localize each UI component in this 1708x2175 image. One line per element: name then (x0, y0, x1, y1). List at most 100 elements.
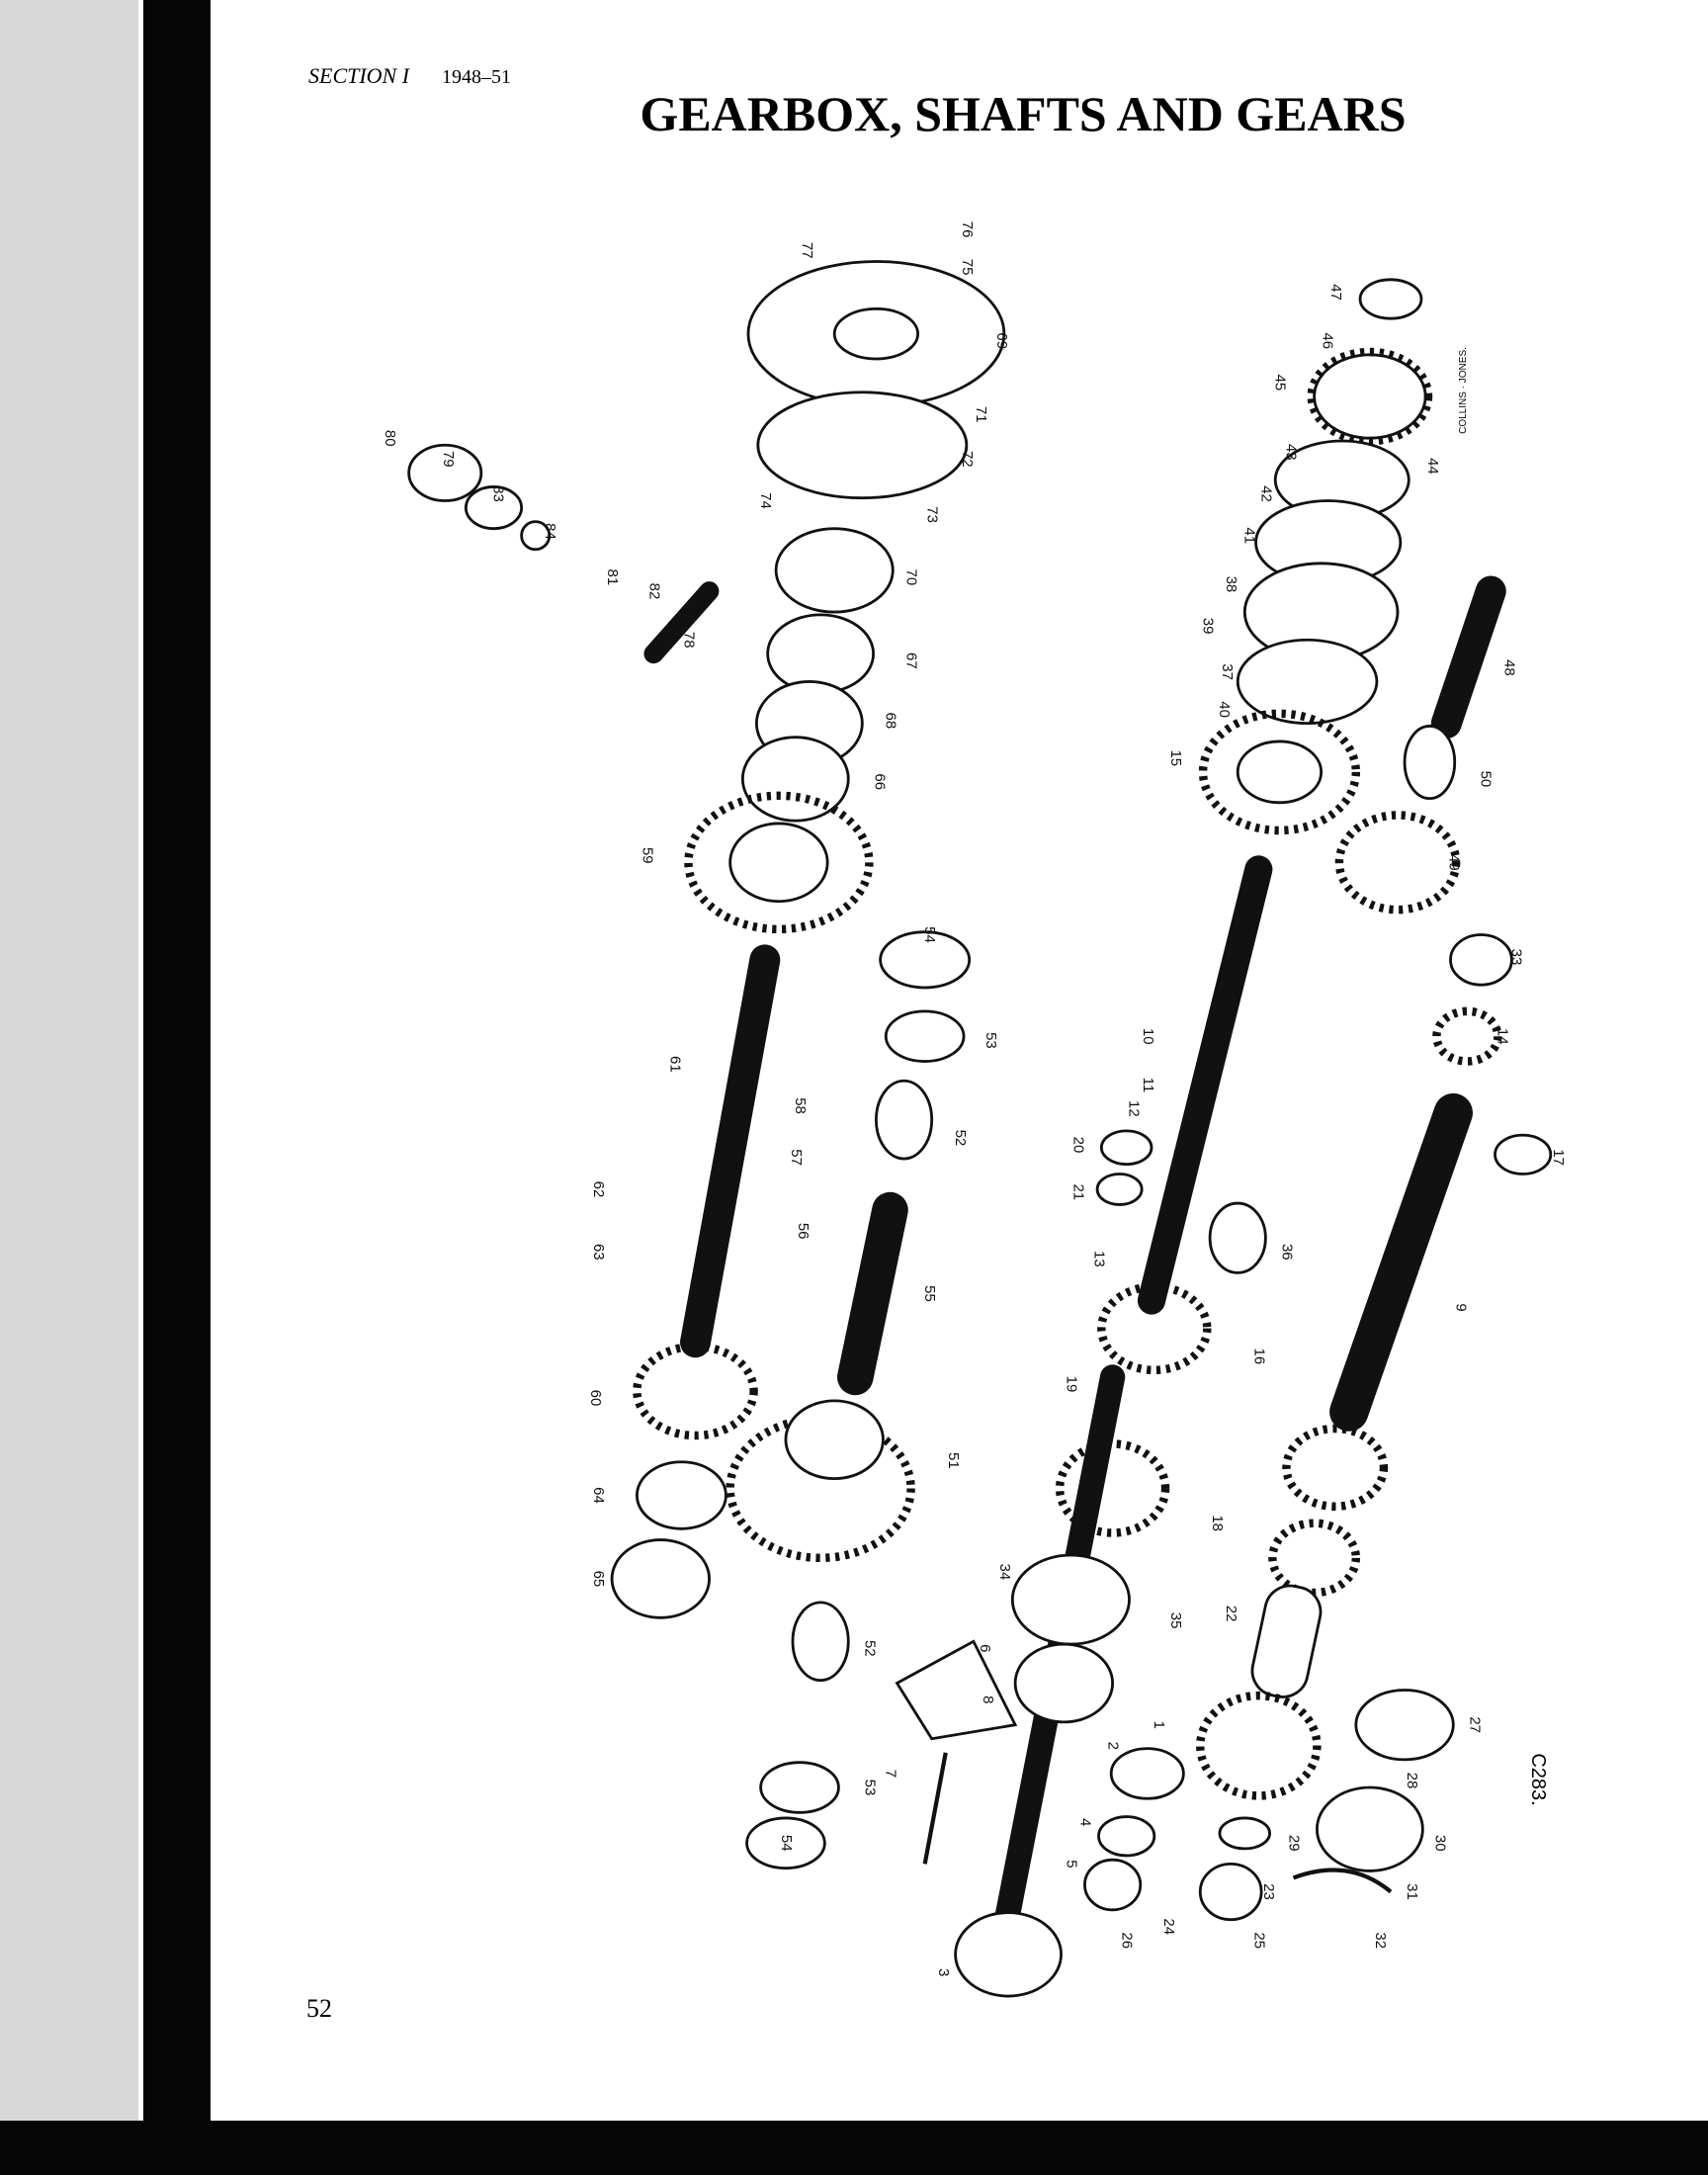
bearing (766, 613, 876, 695)
washer (759, 1761, 840, 1814)
washer (1109, 1747, 1185, 1800)
part-number: 55 (921, 1285, 938, 1302)
part-number: 52 (861, 1640, 878, 1657)
part-number: 63 (590, 1244, 607, 1261)
part-number: 51 (945, 1452, 962, 1469)
part-number: 79 (440, 451, 457, 468)
part-number: 64 (590, 1487, 607, 1504)
part-number: 65 (590, 1571, 607, 1588)
part-number: 35 (1167, 1612, 1184, 1629)
gear-hub (1236, 740, 1324, 805)
illustrator-credit: COLLINS · JONES. (1458, 347, 1469, 434)
housing (1354, 1689, 1455, 1762)
part-number: 54 (778, 1835, 795, 1852)
bush (1250, 1584, 1323, 1698)
part-number: 1 (1151, 1721, 1167, 1729)
part-number: 80 (382, 430, 398, 447)
part-number: 56 (795, 1223, 811, 1240)
part-number: 3 (935, 1968, 952, 1976)
gear (1198, 709, 1361, 835)
part-number: 48 (1501, 659, 1518, 676)
page-number: 52 (306, 1994, 332, 2023)
bush (1403, 725, 1457, 801)
gear-hub (728, 822, 829, 904)
scan-border (143, 0, 211, 2175)
part-number: 11 (1140, 1078, 1156, 1093)
part-number: 70 (903, 569, 920, 586)
part-number: 62 (590, 1181, 607, 1198)
circlip (1494, 1133, 1553, 1175)
part-number: 53 (982, 1032, 999, 1049)
bearing (635, 1460, 727, 1530)
part-number: 82 (645, 583, 662, 600)
part-number: 14 (1494, 1028, 1511, 1045)
plate (895, 1639, 1018, 1741)
circlip (1095, 1173, 1144, 1206)
part-number: 75 (959, 259, 976, 276)
washer (745, 1816, 826, 1870)
circlip (610, 1538, 711, 1619)
part-number: 28 (1404, 1773, 1420, 1789)
part-number: 52 (952, 1130, 969, 1147)
part-number: 59 (639, 847, 655, 864)
gear-hub (784, 1399, 885, 1481)
part-number: 7 (883, 1770, 899, 1778)
figure-code: C283. (1527, 1753, 1549, 1805)
part-number: 57 (788, 1149, 805, 1166)
shaft (1436, 579, 1501, 728)
scan-border-bottom (0, 2121, 1708, 2175)
gear (1313, 353, 1427, 440)
part-number: 4 (1076, 1818, 1093, 1826)
washer (879, 930, 972, 990)
part-number: 77 (799, 242, 815, 259)
nut (1358, 278, 1423, 320)
part-number: 16 (1250, 1348, 1267, 1364)
part-number: 40 (1216, 701, 1233, 718)
part-number: 69 (993, 332, 1010, 349)
shaft (687, 948, 774, 1347)
part-number: 61 (666, 1056, 683, 1073)
part-number: 45 (1271, 375, 1288, 392)
cover-plate (407, 443, 483, 502)
part-number: 49 (1445, 854, 1462, 871)
part-number: 54 (921, 926, 938, 943)
part-number: 21 (1069, 1183, 1086, 1200)
gear (726, 1414, 915, 1563)
washer (1218, 1816, 1271, 1851)
circlip (1099, 1129, 1153, 1167)
part-number: 72 (959, 451, 976, 468)
gear (1097, 1282, 1212, 1375)
part-number: 9 (1452, 1303, 1469, 1311)
needle-roller (875, 1079, 934, 1161)
bearing (1198, 1862, 1263, 1922)
bearing (954, 1911, 1063, 1998)
part-number: 31 (1404, 1883, 1420, 1900)
gear (1196, 1691, 1322, 1800)
part-number: 46 (1319, 332, 1335, 349)
flange-hub (832, 306, 920, 361)
part-number: 10 (1140, 1028, 1156, 1045)
part-number: 66 (871, 773, 888, 790)
clip (1292, 1868, 1393, 1894)
part-number: 43 (1283, 444, 1300, 461)
part-number: 23 (1260, 1883, 1277, 1900)
plate (756, 391, 969, 500)
section-years: 1948–51 (442, 66, 511, 88)
bearing (1013, 1642, 1115, 1724)
part-number: 5 (1063, 1860, 1079, 1868)
part-number: 53 (861, 1780, 878, 1796)
part-number: 26 (1119, 1932, 1136, 1949)
part-number: 15 (1167, 749, 1184, 766)
part-number: 12 (1126, 1100, 1143, 1117)
gear (1268, 1519, 1361, 1598)
seal (520, 520, 552, 552)
gear (1055, 1439, 1170, 1537)
part-number: 47 (1327, 284, 1344, 301)
needle-roller (1208, 1201, 1267, 1274)
part-labels: 7776756971727374706768665980798384818278… (382, 221, 1567, 1976)
synchro (1236, 638, 1379, 726)
gear (633, 1342, 758, 1440)
part-number: 38 (1223, 576, 1239, 593)
